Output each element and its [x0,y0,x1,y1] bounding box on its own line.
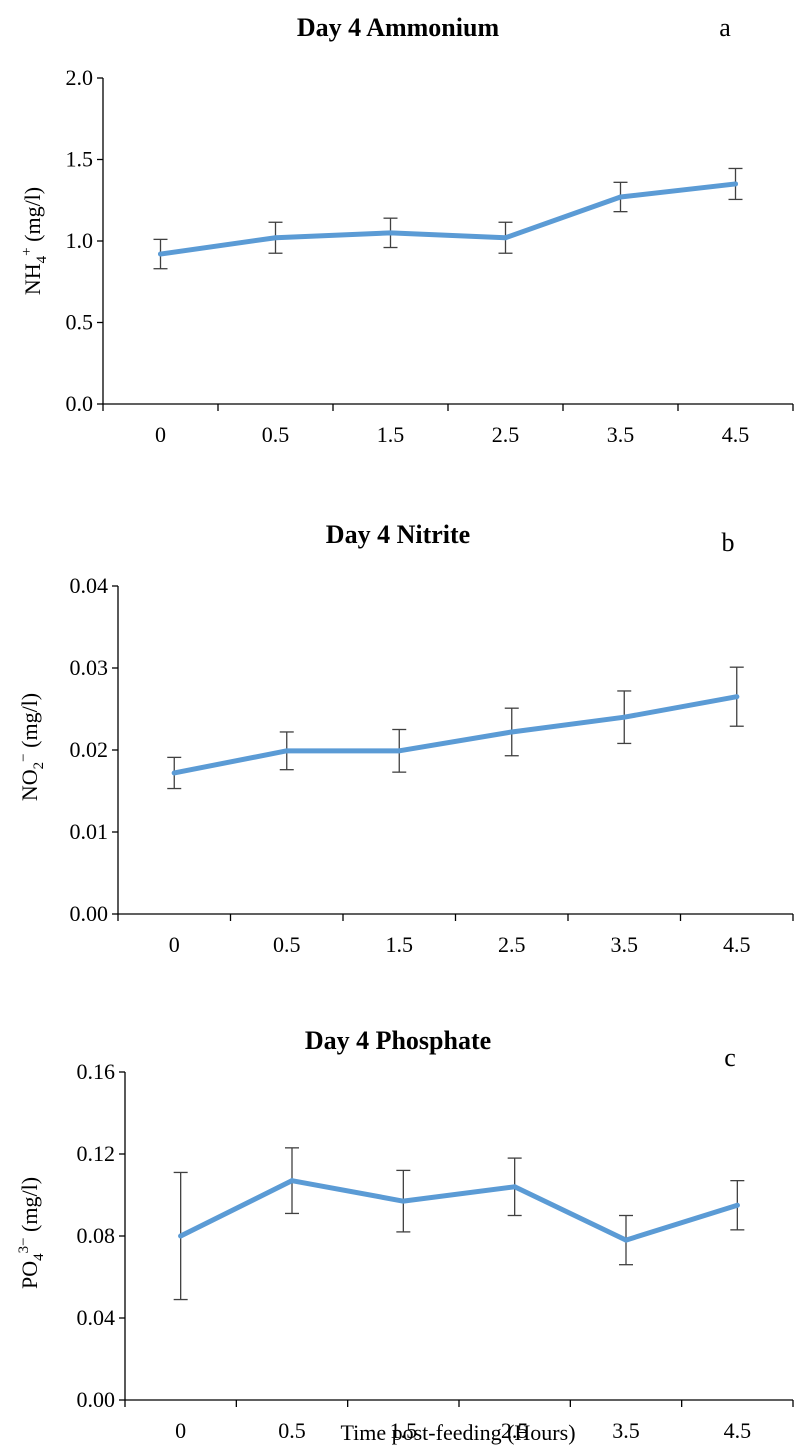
y-tick-label: 0.00 [70,901,109,926]
y-axis-label-superscript: + [19,247,35,255]
chart-title: Day 4 Phosphate [305,1026,491,1055]
x-axis-label: Time post-feeding (Hours) [340,1420,575,1445]
y-tick-label: 0.12 [77,1141,116,1166]
data-point [400,1198,406,1204]
y-axis-label: NH4+ (mg/l) [19,187,50,295]
x-tick-label: 3.5 [607,422,635,447]
data-point [621,714,627,720]
y-axis-label: PO43− (mg/l) [16,1177,47,1289]
series-line [178,1178,740,1243]
x-tick-label: 3.5 [612,1418,640,1443]
x-tick-label: 0.5 [278,1418,306,1443]
x-tick-label: 0.5 [273,932,301,957]
y-axis-label-superscript: 3− [16,1237,32,1253]
y-axis-label-unit: (mg/l) [20,187,45,248]
series-line [171,694,740,776]
y-axis-label-main: NH [20,263,45,295]
panel-letter: a [719,13,731,42]
x-tick-label: 4.5 [722,422,750,447]
y-tick-label: 0.5 [66,310,94,335]
x-tick-label: 2.5 [498,932,526,957]
y-axis-label-subscript: 4 [31,1253,47,1261]
data-point [284,748,290,754]
data-point [396,748,402,754]
chart-title: Day 4 Nitrite [326,520,470,549]
x-tick-label: 1.5 [390,1418,418,1443]
x-tick-label: 0 [169,932,180,957]
y-axis-label-unit: (mg/l) [17,693,42,754]
data-point [509,729,515,735]
y-tick-label: 0.02 [70,737,109,762]
y-tick-label: 0.03 [70,655,109,680]
y-tick-label: 0.00 [77,1387,116,1412]
data-point [178,1233,184,1239]
chart-panel-ammonium: Day 4 Ammonium a NH4+ (mg/l) 0.0 0.5 1.0 1.… [19,13,794,447]
y-axis-label-subscript: 2 [31,762,47,770]
data-point [623,1237,629,1243]
y-tick-label: 0.01 [70,819,109,844]
x-tick-label: 1.5 [377,422,405,447]
y-tick-label: 1.0 [66,228,94,253]
data-point [158,251,163,257]
y-axis-label-unit: (mg/l) [17,1177,42,1238]
series-line [158,181,738,257]
y-axis-label-main: PO [17,1261,42,1289]
data-point [618,194,623,200]
chart-title: Day 4 Ammonium [297,13,500,42]
x-tick-label: 0 [175,1418,186,1443]
data-point [734,1202,740,1208]
y-tick-label: 0.04 [77,1305,116,1330]
panel-letter: c [724,1043,736,1072]
y-tick-label: 1.5 [66,147,94,172]
y-axis-label-superscript: − [16,753,32,761]
x-tick-label: 1.5 [386,932,414,957]
y-axis-label-main: NO [17,769,42,801]
data-point [734,694,740,700]
panel-letter: b [722,528,735,557]
y-axis-label: NO2− (mg/l) [16,693,47,801]
data-point [289,1178,295,1184]
data-point [388,230,393,236]
data-point [733,181,738,187]
x-tick-label: 4.5 [724,1418,752,1443]
chart-panel-nitrite: Day 4 Nitrite b NO2− (mg/l) 0.00 0.01 0.02… [16,520,794,957]
x-tick-label: 3.5 [611,932,639,957]
data-point [503,235,508,241]
x-tick-label: 2.5 [501,1418,529,1443]
y-tick-label: 0.04 [70,573,109,598]
data-point [512,1184,518,1190]
y-tick-label: 0.16 [77,1059,116,1084]
x-tick-label: 4.5 [723,932,751,957]
y-tick-label: 0.0 [66,391,94,416]
y-tick-label: 0.08 [77,1223,116,1248]
x-tick-label: 0.5 [262,422,290,447]
x-tick-label: 0 [155,422,166,447]
data-point [273,235,278,241]
y-axis-label-subscript: 4 [34,255,50,263]
data-point [171,770,177,776]
y-tick-label: 2.0 [66,65,94,90]
chart-panel-phosphate: Day 4 Phosphate c PO43− (mg/l) Time post… [16,1026,794,1445]
x-tick-label: 2.5 [492,422,520,447]
